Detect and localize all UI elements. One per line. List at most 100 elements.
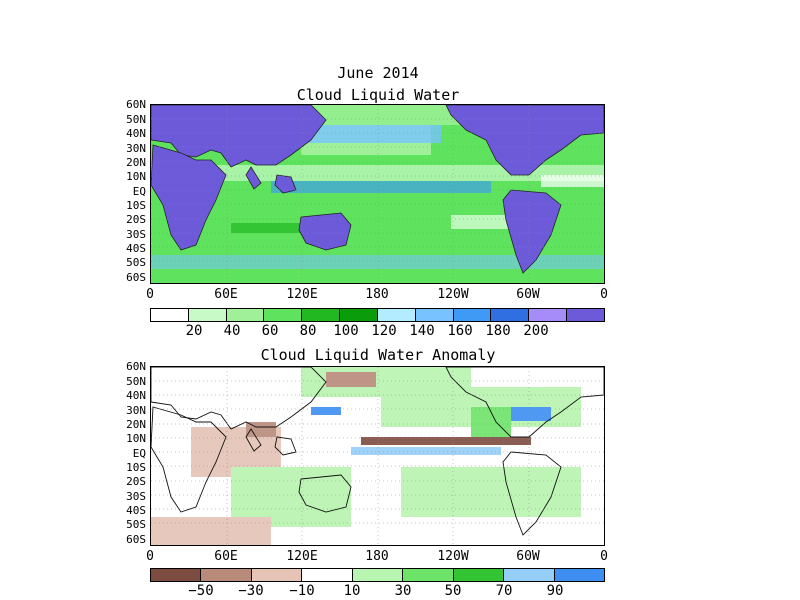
anomaly-patch (351, 447, 501, 455)
colorbar-swatch (415, 309, 454, 321)
eurasia-land (151, 105, 327, 168)
colorbar-swatch (340, 309, 378, 321)
lat-label: 20N (126, 418, 146, 431)
colorbar-swatch (567, 309, 604, 321)
colorbar-swatch (302, 309, 341, 321)
itcz-band (271, 181, 491, 193)
anomaly-patch (511, 407, 551, 421)
lat-label: 10N (126, 432, 146, 445)
cloud-liquid-water-anomaly-map (150, 366, 605, 546)
colorbar-label: 180 (485, 323, 511, 339)
colorbar-swatch (352, 569, 404, 581)
storm-track (301, 125, 441, 143)
colorbar-swatch (188, 309, 227, 321)
lat-label: 60N (126, 98, 146, 111)
anomaly-patch (311, 407, 341, 415)
australia-land (298, 212, 352, 251)
lat-label: 30N (126, 404, 146, 417)
maritime-continent-land (274, 174, 297, 194)
lat-label: 10S (126, 461, 146, 474)
lat-label: 40S (126, 504, 146, 517)
anomaly-patch (326, 372, 376, 387)
colorbar-label: 30 (394, 583, 412, 599)
colorbar-label: 70 (495, 583, 513, 599)
lon-label: 180 (365, 287, 389, 302)
colorbar-label: 160 (447, 323, 473, 339)
colorbar-swatch (554, 569, 604, 581)
north-america-land (445, 105, 604, 176)
lat-label: 60S (126, 533, 146, 546)
colorbar-label: 10 (343, 583, 361, 599)
eurasia-outline (151, 367, 327, 430)
colorbar-swatch (201, 569, 252, 581)
colorbar-swatch (529, 309, 568, 321)
colorbar-clw (150, 308, 605, 322)
anomaly-map-svg (151, 367, 604, 545)
cloud-liquid-water-map (150, 104, 605, 284)
africa-outline (151, 406, 227, 513)
india-outline (245, 428, 262, 452)
lon-label: 180 (365, 549, 389, 564)
anomaly-patch (361, 437, 531, 445)
colorbar-swatch (226, 309, 265, 321)
colorbar-label: 120 (371, 323, 397, 339)
lon-label: 0 (146, 549, 154, 564)
lat-label: 20N (126, 156, 146, 169)
colorbar-swatch (264, 309, 303, 321)
south-america-outline (502, 451, 562, 536)
lon-label: 60E (214, 549, 238, 564)
lat-label: 60S (126, 271, 146, 284)
lon-label: 120W (437, 287, 469, 302)
colorbar-label: 60 (261, 323, 279, 339)
australia-outline (298, 474, 352, 513)
colorbar-label: 40 (223, 323, 241, 339)
lon-label: 0 (600, 549, 608, 564)
south-america-land (502, 189, 562, 274)
lat-label: 30S (126, 228, 146, 241)
lon-label: 60E (214, 287, 238, 302)
colorbar-label: 50 (444, 583, 462, 599)
india-land (245, 166, 262, 190)
lat-label: 50N (126, 375, 146, 388)
lat-label: 60N (126, 360, 146, 373)
lat-label: 20S (126, 213, 146, 226)
colorbar-label: −50 (188, 583, 214, 599)
lat-label: 40N (126, 127, 146, 140)
colorbar-swatch (151, 569, 202, 581)
southern-storm-track (151, 255, 604, 269)
colorbar-swatch (453, 309, 492, 321)
lat-label: 20S (126, 475, 146, 488)
lat-label: 40S (126, 242, 146, 255)
lat-label: 50S (126, 518, 146, 531)
colorbar-swatch (151, 309, 189, 321)
date-title: June 2014 (337, 64, 419, 82)
lon-label: 120E (286, 549, 318, 564)
colorbar-swatch (251, 569, 303, 581)
colorbar-swatch (504, 569, 555, 581)
lat-label: 40N (126, 389, 146, 402)
lon-label: 0 (146, 287, 154, 302)
lon-label: 60W (516, 549, 540, 564)
colorbar-label: 20 (185, 323, 203, 339)
anomaly-patch (151, 517, 271, 545)
colorbar-swatch (403, 569, 454, 581)
clw-dry-zone (541, 175, 604, 187)
anomaly-patch (401, 467, 581, 517)
colorbar-swatch (453, 569, 505, 581)
colorbar-swatch (491, 309, 530, 321)
africa-land (151, 144, 227, 251)
lat-label: 10N (126, 170, 146, 183)
colorbar-label: −30 (238, 583, 264, 599)
colorbar-label: −10 (289, 583, 315, 599)
colorbar-label: 100 (333, 323, 359, 339)
colorbar-anomaly (150, 568, 605, 582)
colorbar-label: 90 (546, 583, 564, 599)
lat-label: 30N (126, 142, 146, 155)
lat-label: EQ (132, 185, 146, 198)
lon-label: 120E (286, 287, 318, 302)
lon-label: 60W (516, 287, 540, 302)
panel1-title: Cloud Liquid Water (296, 86, 460, 104)
colorbar-label: 200 (523, 323, 549, 339)
lat-label: 50N (126, 113, 146, 126)
lon-label: 120W (437, 549, 469, 564)
